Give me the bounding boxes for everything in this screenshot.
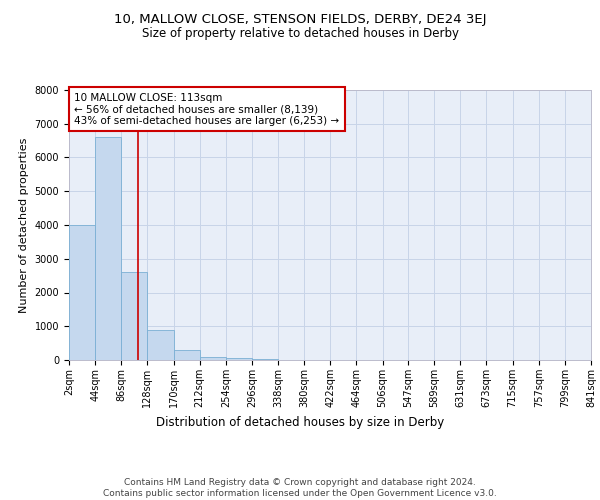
Bar bbox=[121, 272, 148, 360]
Bar bbox=[148, 330, 173, 360]
Text: Size of property relative to detached houses in Derby: Size of property relative to detached ho… bbox=[142, 28, 458, 40]
Bar bbox=[95, 137, 121, 360]
Bar bbox=[173, 350, 200, 360]
Text: 10, MALLOW CLOSE, STENSON FIELDS, DERBY, DE24 3EJ: 10, MALLOW CLOSE, STENSON FIELDS, DERBY,… bbox=[114, 12, 486, 26]
Bar bbox=[226, 358, 252, 360]
Bar bbox=[69, 225, 95, 360]
Text: Contains HM Land Registry data © Crown copyright and database right 2024.
Contai: Contains HM Land Registry data © Crown c… bbox=[103, 478, 497, 498]
Text: 10 MALLOW CLOSE: 113sqm
← 56% of detached houses are smaller (8,139)
43% of semi: 10 MALLOW CLOSE: 113sqm ← 56% of detache… bbox=[74, 92, 340, 126]
Text: Distribution of detached houses by size in Derby: Distribution of detached houses by size … bbox=[156, 416, 444, 429]
Bar bbox=[200, 356, 226, 360]
Y-axis label: Number of detached properties: Number of detached properties bbox=[19, 138, 29, 312]
